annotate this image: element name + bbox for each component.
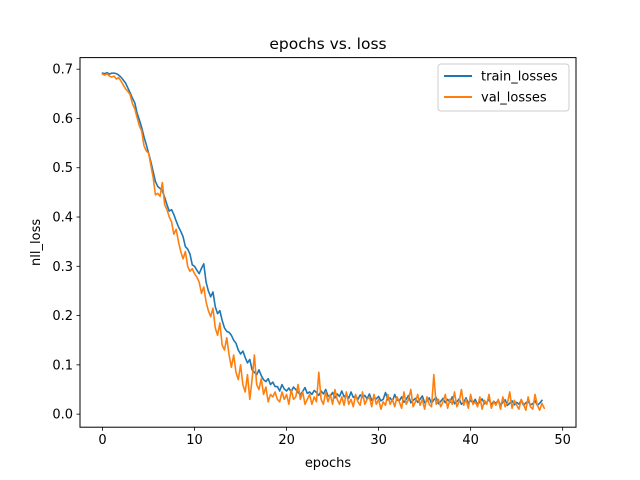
series-layer xyxy=(101,71,546,412)
legend-label-train-losses: train_losses xyxy=(481,70,558,85)
legend: train_losses val_losses xyxy=(437,63,570,112)
x-tick-label: 10 xyxy=(186,433,203,448)
legend-label-val-losses: val_losses xyxy=(481,91,547,106)
y-tick-label: 0.4 xyxy=(52,211,73,226)
y-tick-label: 0.3 xyxy=(52,260,73,275)
y-tick-label: 0.7 xyxy=(52,63,73,78)
y-tick-label: 0.1 xyxy=(52,358,73,373)
y-tick-label: 0.5 xyxy=(52,161,73,176)
chart-title: epochs vs. loss xyxy=(269,35,386,53)
x-tick-label: 0 xyxy=(98,433,106,448)
x-tick-label: 50 xyxy=(554,433,571,448)
x-tick-label: 30 xyxy=(370,433,387,448)
x-tick-label: 40 xyxy=(462,433,479,448)
y-tick-label: 0.2 xyxy=(52,309,73,324)
x-tick-label: 20 xyxy=(278,433,295,448)
y-tick-label: 0.6 xyxy=(52,112,73,127)
y-axis-label: nll_loss xyxy=(29,219,44,266)
x-axis-label: epochs xyxy=(305,456,352,471)
ticks-layer: 0 10 20 30 40 50 0.0 0.1 0.2 0.3 0.4 0.5 0.6 0.7 xyxy=(52,63,571,449)
plot-area-frame xyxy=(79,57,577,428)
y-tick-label: 0.0 xyxy=(52,408,73,423)
series-line-val-losses xyxy=(101,72,546,412)
